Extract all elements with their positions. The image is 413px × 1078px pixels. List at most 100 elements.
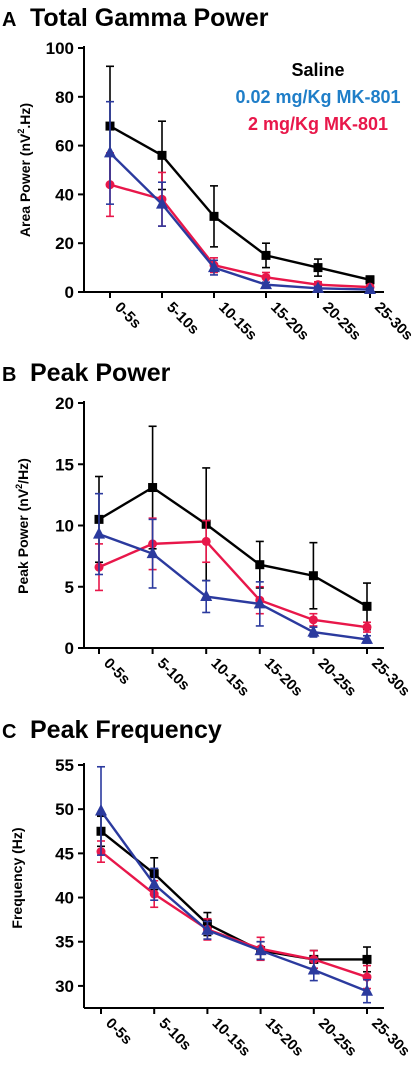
x-tick-label: 5-10s [154, 655, 193, 694]
y-tick-label: 45 [55, 844, 74, 863]
panel-b-axes: 0 5 10 15 20 0-5s 5-10s 10-15s 15-20s 20-25s 25-30… [55, 394, 413, 700]
panel-a-title: Total Gamma Power [30, 4, 269, 32]
series-line [109, 125, 371, 281]
series-line [109, 152, 371, 291]
data-point-triangle [146, 546, 159, 559]
data-point-triangle [254, 943, 267, 956]
panel-c-ylabel: Frequency (Hz) [9, 827, 25, 928]
x-tick-label: 0-5s [100, 655, 133, 688]
data-point-square [148, 483, 158, 493]
data-point-circle [201, 536, 211, 546]
data-point-triangle [201, 923, 214, 935]
x-tick-label: 15-20s [262, 1015, 307, 1060]
x-tick-label: 5-10s [163, 299, 202, 338]
x-tick-label: 20-25s [319, 299, 364, 344]
series-line [98, 540, 368, 629]
data-point-square [308, 571, 318, 581]
series-0-02-mg-kg-mk-801 [95, 765, 373, 1004]
data-point-triangle [208, 260, 220, 273]
y-tick-label: 60 [55, 137, 74, 156]
series-saline [96, 815, 372, 973]
data-point-triangle [260, 277, 272, 290]
panel-c-series [95, 765, 373, 1004]
data-point-triangle [307, 625, 320, 637]
data-point-square [261, 250, 271, 260]
data-point-square [365, 275, 375, 285]
series-line [100, 830, 367, 961]
y-tick-label: 0 [65, 283, 74, 302]
data-point-square [209, 211, 219, 221]
x-tick-label: 5-10s [155, 1015, 194, 1054]
data-point-triangle [104, 145, 116, 158]
data-point-circle [261, 272, 271, 282]
panel-c-letter: C [2, 721, 16, 743]
y-tick-label: 50 [55, 800, 74, 819]
data-point-triangle [361, 632, 373, 644]
series-0-02-mg-kg-mk-801 [104, 100, 376, 295]
data-point-triangle [148, 877, 161, 889]
series-line [100, 810, 368, 993]
y-tick-label: 35 [55, 933, 74, 952]
data-point-triangle [93, 527, 105, 539]
panel-b-series [93, 425, 373, 644]
series-0-02-mg-kg-mk-801 [93, 492, 373, 644]
data-point-triangle [312, 281, 324, 293]
y-tick-label: 20 [55, 394, 74, 413]
x-tick-label: 10-15s [209, 1015, 254, 1060]
x-tick-label: 15-20s [267, 299, 312, 344]
data-point-triangle [156, 197, 168, 209]
y-tick-label: 40 [55, 889, 74, 908]
panel-a-ylabel: Area Power (nV2.Hz) [16, 103, 33, 237]
data-point-triangle [253, 596, 266, 609]
data-point-triangle [200, 589, 213, 602]
y-tick-label: 55 [55, 756, 74, 775]
data-point-square [255, 560, 265, 570]
panel-c-title: Peak Frequency [30, 716, 222, 744]
data-point-square [313, 263, 323, 273]
data-point-triangle [95, 803, 107, 816]
y-tick-label: 30 [55, 977, 74, 996]
x-tick-label: 25-30s [368, 1015, 413, 1060]
panel-c-axes: 30 35 40 45 50 55 0-5s 5-10s 10-15s 15-20s 20-25s 2… [55, 756, 413, 1060]
legend-0-02-mk801: 0.02 mg/Kg MK-801 [235, 87, 400, 107]
data-point-triangle [364, 282, 376, 295]
x-tick-label: 15-20s [261, 655, 306, 700]
y-tick-label: 80 [55, 88, 74, 107]
y-tick-label: 40 [55, 185, 74, 204]
x-tick-label: 25-30s [371, 299, 413, 344]
x-tick-label: 20-25s [315, 1015, 360, 1060]
legend-saline: Saline [291, 60, 344, 80]
y-tick-label: 0 [65, 639, 74, 658]
series-line [100, 850, 368, 979]
legend-2-mk801: 2 mg/Kg MK-801 [248, 114, 388, 134]
data-point-square [362, 954, 372, 964]
y-tick-label: 15 [55, 455, 74, 474]
data-point-square [362, 601, 372, 611]
series-line [98, 486, 368, 608]
x-tick-label: 0-5s [111, 299, 144, 332]
x-tick-label: 10-15s [215, 299, 260, 344]
panel-a-legend: Saline 0.02 mg/Kg MK-801 2 mg/Kg MK-801 [235, 60, 400, 134]
x-tick-label: 25-30s [368, 655, 413, 700]
panel-c-peak-frequency: C Peak Frequency Frequency (Hz) 30 35 40 45… [2, 716, 413, 1060]
panel-a-letter: A [2, 9, 16, 31]
series-line [98, 532, 368, 641]
data-point-triangle [307, 963, 320, 975]
panel-a-total-gamma-power: A Total Gamma Power Area Power (nV2.Hz) … [2, 4, 413, 344]
data-point-square [157, 150, 167, 160]
y-tick-label: 100 [46, 39, 74, 58]
data-point-circle [308, 615, 318, 625]
data-point-circle [362, 622, 372, 632]
panel-a-series [104, 65, 376, 295]
y-tick-label: 20 [55, 234, 74, 253]
panel-b-peak-power: B Peak Power Peak Power (nV2/Hz) 0 5 10 15 2… [2, 359, 413, 700]
panel-b-letter: B [2, 364, 16, 386]
series-2-mg-kg-mk-801 [94, 517, 372, 633]
data-point-triangle [361, 984, 373, 996]
y-tick-label: 10 [55, 517, 74, 536]
panel-b-title: Peak Power [30, 359, 171, 387]
x-tick-label: 10-15s [207, 655, 252, 700]
x-tick-label: 0-5s [102, 1015, 135, 1048]
